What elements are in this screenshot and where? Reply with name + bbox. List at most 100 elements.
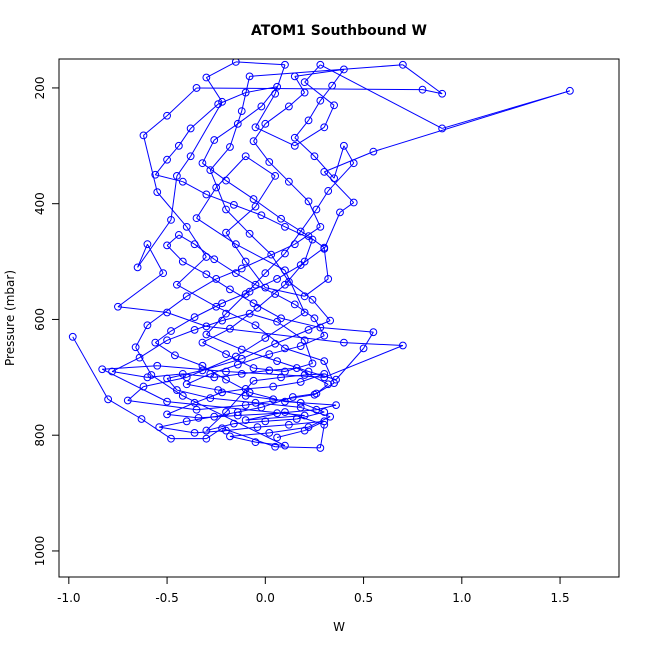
- data-point: [241, 401, 250, 410]
- data-point: [349, 198, 358, 207]
- series-line-segment: [201, 139, 215, 164]
- data-point: [271, 172, 280, 180]
- series-line-segment: [186, 383, 219, 391]
- series-line-segment: [277, 409, 317, 414]
- data-point: [320, 408, 329, 416]
- data-point: [316, 444, 325, 452]
- series-line-segment: [304, 81, 335, 106]
- data-point: [271, 290, 280, 298]
- series-line-segment: [294, 68, 344, 77]
- series-line-segment: [261, 396, 293, 408]
- series-line-segment: [245, 386, 274, 390]
- series-line-segment: [245, 261, 266, 288]
- data-point: [241, 257, 250, 266]
- data-point: [281, 441, 289, 450]
- data-point: [163, 374, 171, 383]
- series-line-segment: [300, 402, 325, 413]
- data-point: [212, 275, 221, 283]
- data-point: [273, 357, 282, 366]
- data-point: [198, 361, 207, 370]
- series-line-segment: [206, 193, 235, 206]
- data-point: [218, 97, 226, 106]
- series-line-segment: [190, 101, 223, 157]
- series-line-segment: [235, 337, 266, 357]
- data-point: [245, 309, 254, 318]
- data-point: [284, 102, 293, 111]
- series-line-segment: [296, 411, 325, 420]
- data-point: [308, 359, 317, 368]
- series-line-segment: [159, 426, 195, 434]
- data-point: [271, 89, 280, 98]
- series-line-segment: [343, 342, 403, 346]
- series-line-segment: [156, 191, 188, 228]
- data-point: [214, 100, 223, 109]
- series-line-segment: [284, 270, 306, 313]
- data-point: [241, 416, 250, 425]
- data-point: [310, 390, 319, 399]
- data-point: [222, 309, 230, 318]
- data-point: [292, 364, 301, 372]
- series-line-segment: [214, 373, 242, 378]
- series-line-segment: [196, 187, 217, 219]
- data-point: [131, 343, 140, 352]
- data-point: [174, 231, 183, 239]
- series-line-segment: [206, 423, 234, 432]
- series-line-segment: [255, 402, 301, 408]
- series-line-segment: [233, 420, 266, 425]
- series-line-segment: [275, 446, 321, 449]
- series-line-segment: [202, 342, 227, 355]
- data-point: [308, 235, 317, 244]
- data-point: [257, 211, 266, 220]
- series-line-segment: [237, 406, 262, 413]
- data-point: [198, 366, 207, 375]
- data-point: [241, 290, 250, 298]
- data-point: [222, 426, 230, 435]
- data-point: [210, 136, 219, 144]
- data-point: [202, 322, 211, 331]
- data-point: [182, 292, 191, 301]
- series-line-segment: [196, 404, 246, 411]
- series-line-segment: [327, 162, 355, 192]
- data-point: [324, 275, 333, 283]
- data-point: [218, 388, 226, 397]
- data-point: [245, 287, 254, 296]
- data-point: [167, 327, 175, 335]
- series-line-segment: [206, 334, 242, 351]
- data-point: [332, 401, 340, 410]
- data-point: [192, 84, 201, 92]
- data-point: [178, 369, 187, 378]
- data-point: [320, 420, 329, 429]
- data-point: [237, 107, 246, 115]
- data-point: [369, 147, 378, 156]
- series-line-segment: [308, 371, 337, 381]
- series-line-segment: [323, 105, 335, 128]
- series-line-segment: [300, 335, 325, 347]
- data-point: [300, 371, 309, 379]
- data-point: [304, 197, 313, 206]
- series-line-segment: [225, 180, 254, 200]
- data-point: [269, 382, 278, 391]
- data-point: [202, 73, 211, 82]
- data-point: [304, 116, 313, 125]
- data-point: [233, 360, 242, 369]
- data-point: [108, 367, 116, 376]
- data-point: [349, 159, 358, 168]
- series-line-segment: [137, 219, 172, 268]
- series-line-segment: [312, 299, 331, 321]
- data-point: [98, 365, 107, 374]
- series-line-segment: [111, 357, 140, 372]
- data-point: [418, 85, 427, 94]
- data-point: [245, 229, 254, 238]
- data-point: [273, 275, 282, 283]
- data-point: [281, 397, 289, 406]
- data-point: [212, 302, 221, 311]
- series-line-segment: [155, 342, 176, 356]
- series-line-segment: [237, 412, 278, 417]
- data-point: [68, 332, 77, 341]
- data-point: [273, 317, 282, 326]
- data-point: [233, 411, 242, 420]
- data-point: [288, 393, 297, 401]
- data-point: [261, 417, 270, 426]
- data-point: [277, 373, 285, 382]
- data-point: [281, 344, 289, 353]
